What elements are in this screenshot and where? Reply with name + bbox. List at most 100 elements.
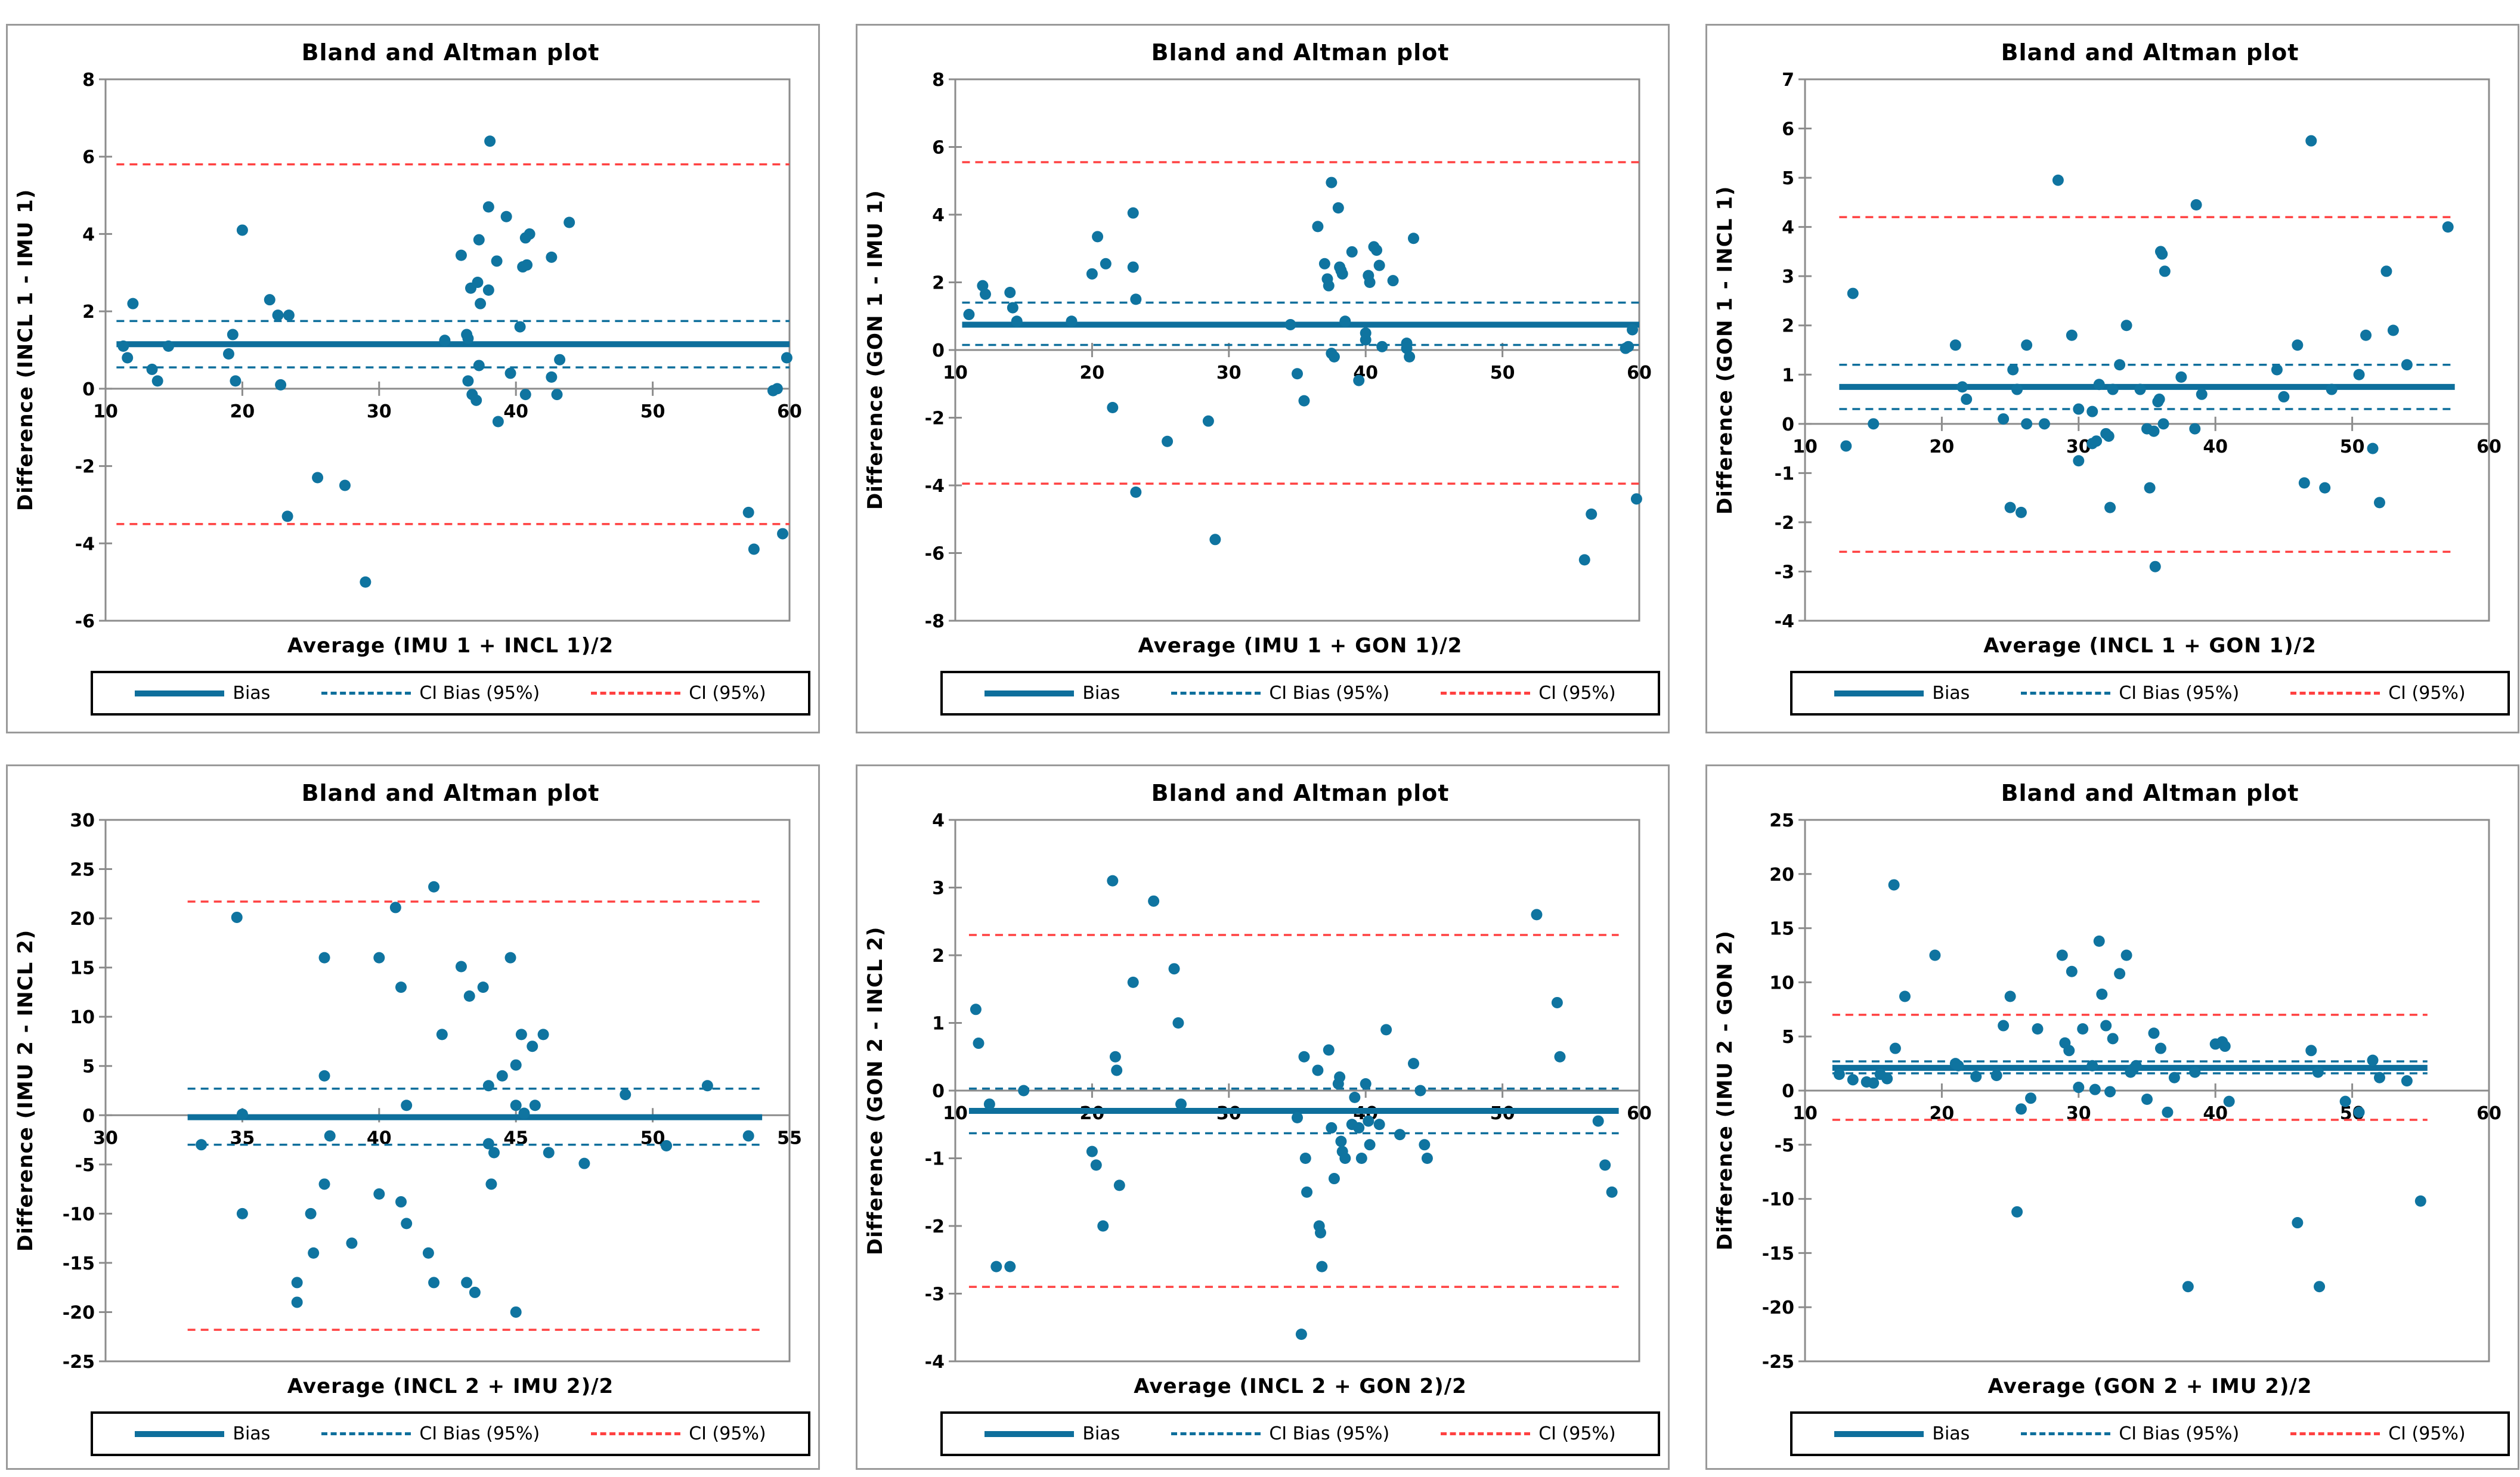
legend-row: Bias CI Bias (95%) CI (95%) [1713,671,2512,716]
chart-title: Bland and Altman plot [301,39,600,66]
svg-text:30: 30 [2066,436,2091,457]
legend-label-bias: Bias [1932,683,1970,704]
legend-item-ci-bias: CI Bias (95%) [1171,683,1389,704]
svg-text:30: 30 [70,810,95,831]
svg-text:-20: -20 [63,1302,95,1323]
svg-text:40: 40 [2203,436,2228,457]
svg-text:-25: -25 [63,1352,95,1371]
svg-text:25: 25 [1769,810,1794,831]
ci-line-sample [1441,692,1531,695]
svg-text:0: 0 [82,1106,95,1126]
svg-text:4: 4 [1782,218,1794,239]
chart-title: Bland and Altman plot [1151,780,1450,806]
svg-text:30: 30 [93,1128,118,1148]
svg-text:55: 55 [777,1128,802,1148]
svg-text:-2: -2 [75,457,95,478]
legend-label-ci: CI (95%) [1538,683,1616,704]
svg-text:50: 50 [640,401,665,422]
ci-bias-line-sample [321,692,411,695]
svg-text:5: 5 [1782,168,1794,189]
svg-text:20: 20 [1080,363,1105,383]
legend-label-ci-bias: CI Bias (95%) [419,1423,540,1444]
legend-label-bias: Bias [1082,1423,1120,1444]
svg-text:0: 0 [1782,414,1794,435]
svg-text:10: 10 [70,1007,95,1028]
y-axis-title: Difference (GON 1 - IMU 1) [863,190,887,510]
bland-altman-panel-4: Bland and Altman plot Difference (IMU 2 … [6,764,820,1470]
y-axis-title: Difference (IMU 2 - GON 2) [1713,930,1737,1251]
legend: Bias CI Bias (95%) CI (95%) [1790,671,2510,716]
svg-text:-2: -2 [925,1216,945,1237]
svg-text:-15: -15 [63,1253,95,1274]
scatter-plot: -6 -4 -2 0 2 4 6 8 10 20 30 40 50 60 [75,70,802,630]
legend-label-ci-bias: CI Bias (95%) [2119,683,2240,704]
bland-altman-panel-1: Bland and Altman plot Difference (INCL 1… [6,24,820,733]
chart-body: Difference (GON 1 - IMU 1) -8 -6 -4 -2 0 2 4 6 8… [863,70,1662,630]
ci-bias-line-sample [321,1432,411,1435]
legend-item-bias: Bias [985,1423,1120,1444]
svg-text:50: 50 [1490,363,1515,383]
chart-title: Bland and Altman plot [2001,39,2299,66]
svg-text:-10: -10 [1762,1190,1794,1210]
legend: Bias CI Bias (95%) CI (95%) [91,1411,810,1456]
scatter-plot: -4 -3 -2 -1 0 1 2 3 4 5 6 7 10 20 30 40 50 60 [1775,70,2502,630]
legend: Bias CI Bias (95%) CI (95%) [1790,1411,2510,1456]
legend-item-bias: Bias [1834,1423,1970,1444]
bias-line-sample [135,690,225,696]
legend-item-ci-bias: CI Bias (95%) [321,683,540,704]
svg-text:-4: -4 [75,534,95,555]
svg-text:1: 1 [932,1014,945,1035]
legend-item-bias: Bias [1834,683,1970,704]
x-axis-title: Average (INCL 2 + IMU 2)/2 [287,1374,614,1398]
svg-text:60: 60 [1627,1103,1652,1124]
ci-line-sample [2290,1432,2380,1435]
legend-item-bias: Bias [135,683,270,704]
legend-item-ci-bias: CI Bias (95%) [1171,1423,1389,1444]
svg-text:-1: -1 [1775,463,1794,484]
legend-item-ci: CI (95%) [591,683,766,704]
chart-body: Difference (IMU 2 - INCL 2) -25 -20 -15 -10… [14,810,812,1371]
svg-text:60: 60 [2476,1103,2502,1124]
svg-text:-2: -2 [1775,513,1794,534]
svg-text:-8: -8 [925,611,945,630]
svg-text:60: 60 [2476,436,2502,457]
svg-text:-6: -6 [925,544,945,565]
svg-text:6: 6 [82,147,95,168]
bland-altman-panel-6: Bland and Altman plot Difference (IMU 2 … [1705,764,2519,1470]
legend-label-bias: Bias [1932,1423,1970,1444]
svg-text:6: 6 [932,138,945,159]
legend-label-ci-bias: CI Bias (95%) [1269,1423,1390,1444]
svg-text:40: 40 [503,401,528,422]
svg-text:20: 20 [1769,865,1794,885]
y-axis-title: Difference (GON 1 - INCL 1) [1713,185,1737,515]
svg-text:2: 2 [82,302,95,323]
ci-line-sample [2290,692,2380,695]
legend-label-ci-bias: CI Bias (95%) [2119,1423,2240,1444]
x-axis-title: Average (INCL 2 + GON 2)/2 [1134,1374,1467,1398]
svg-text:50: 50 [2340,436,2365,457]
svg-text:6: 6 [1782,119,1794,140]
svg-text:4: 4 [932,810,945,831]
legend-item-ci: CI (95%) [1441,683,1616,704]
svg-text:4: 4 [82,224,95,245]
svg-text:20: 20 [70,909,95,930]
legend-label-ci: CI (95%) [2388,683,2466,704]
scatter-plot: -4-3-2-101234102030405060 [925,810,1652,1371]
svg-text:-4: -4 [1775,611,1794,630]
svg-text:1: 1 [1782,365,1794,386]
x-axis-title: Average (IMU 1 + GON 1)/2 [1138,634,1463,658]
svg-text:3: 3 [932,878,945,899]
svg-text:0: 0 [82,379,95,400]
svg-text:-20: -20 [1762,1298,1794,1318]
legend: Bias CI Bias (95%) CI (95%) [940,671,1660,716]
legend-label-ci-bias: CI Bias (95%) [419,683,540,704]
svg-text:60: 60 [777,401,802,422]
svg-text:15: 15 [70,958,95,979]
svg-text:3: 3 [1782,267,1794,287]
bland-altman-panel-2: Bland and Altman plot Difference (GON 1 … [856,24,1670,733]
svg-text:-6: -6 [75,611,95,630]
x-axis-title: Average (GON 2 + IMU 2)/2 [1987,1374,2312,1398]
legend-label-ci: CI (95%) [2388,1423,2466,1444]
bias-line-sample [985,690,1075,696]
legend-label-ci: CI (95%) [689,1423,766,1444]
